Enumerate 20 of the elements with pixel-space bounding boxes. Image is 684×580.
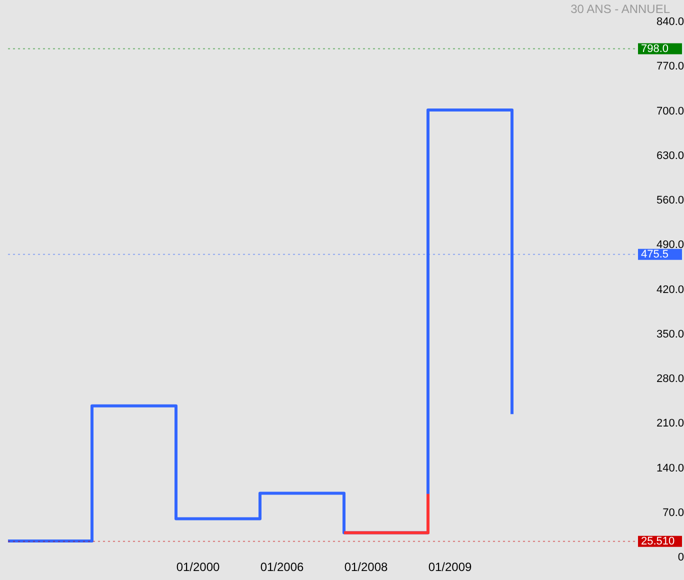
ref-line-label: 798.0 xyxy=(641,42,669,55)
x-tick-label: 01/2000 xyxy=(176,560,220,574)
y-tick-label: 420.0 xyxy=(656,284,684,296)
y-tick-label: 630.0 xyxy=(656,150,684,162)
y-tick-label: 280.0 xyxy=(656,373,684,386)
y-tick-label: 560.0 xyxy=(656,194,684,207)
y-tick-label: 210.0 xyxy=(656,418,684,430)
y-tick-label: 350.0 xyxy=(656,328,684,340)
y-tick-label: 840.0 xyxy=(656,16,684,28)
y-tick-label: 700.0 xyxy=(656,105,684,118)
chart-subtitle: 30 ANS - ANNUEL xyxy=(570,2,670,16)
y-tick-label: 140.0 xyxy=(656,462,684,474)
ref-line-label: 25.510 xyxy=(641,535,675,548)
x-tick-label: 01/2008 xyxy=(344,560,388,574)
x-tick-label: 01/2009 xyxy=(428,560,472,574)
ref-line-label: 475.5 xyxy=(641,248,669,260)
y-tick-label: 0 xyxy=(678,552,684,564)
y-tick-label: 770.0 xyxy=(656,60,684,73)
x-tick-label: 01/2006 xyxy=(260,560,304,574)
y-tick-label: 70.0 xyxy=(662,507,684,519)
